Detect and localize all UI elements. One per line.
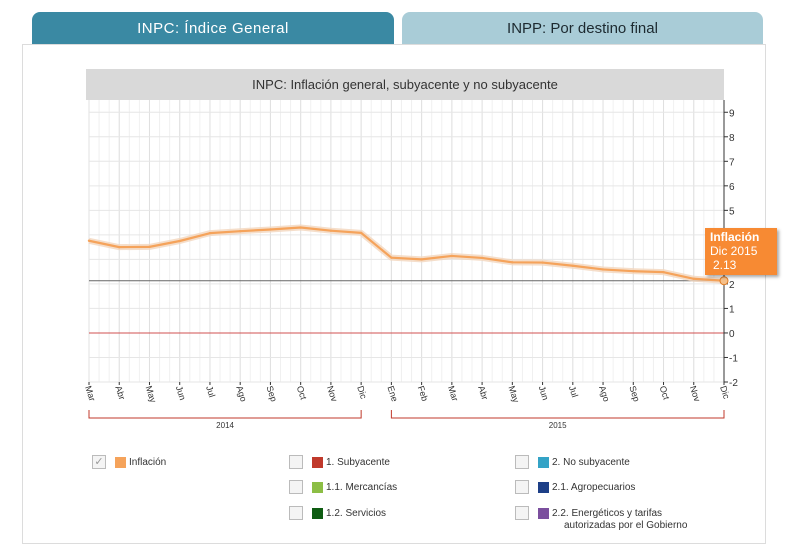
x-tick-label: Jul xyxy=(567,385,580,399)
legend-label-inflacion: Inflación xyxy=(129,457,167,468)
y-tick-label: 8 xyxy=(729,133,735,144)
data-tooltip: Inflación Dic 2015 2.13 xyxy=(705,228,777,275)
legend-label-energeticos: 2.2. Energéticos y tarifas xyxy=(552,508,663,519)
x-tick-label: Abr xyxy=(476,385,490,401)
legend-checkbox-inflacion[interactable]: ✓ xyxy=(92,455,106,469)
x-tick-label: Sep xyxy=(627,385,641,403)
chart-panel xyxy=(22,44,766,544)
legend-checkbox-mercancias[interactable] xyxy=(289,480,303,494)
chart-title: INPC: Inflación general, subyacente y no… xyxy=(86,69,724,100)
y-tick-label: -2 xyxy=(729,378,738,389)
x-tick-label: Jun xyxy=(537,385,551,402)
x-tick-label: Ago xyxy=(234,385,248,403)
x-tick-label: May xyxy=(506,385,521,405)
legend-label-agropecuarios: 2.1. Agropecuarios xyxy=(552,482,636,493)
data-point xyxy=(662,270,665,274)
data-point xyxy=(511,261,514,264)
legend-item-mercancias[interactable]: 1.1. Mercancías xyxy=(289,480,398,494)
legend-label-servicios: 1.2. Servicios xyxy=(326,508,387,519)
y-tick-label: 2 xyxy=(729,280,735,291)
x-tick-label: May xyxy=(144,385,159,405)
x-tick-label: Oct xyxy=(658,385,672,402)
data-point xyxy=(571,264,575,267)
x-tick-label: Dic xyxy=(355,385,369,401)
tooltip-date: Dic 2015 xyxy=(710,244,758,258)
x-tick-label: Oct xyxy=(295,385,309,402)
legend-swatch-no-subyacente xyxy=(538,457,549,468)
data-point xyxy=(480,256,484,260)
data-point xyxy=(450,254,454,258)
data-point xyxy=(148,245,151,249)
series-line-glow xyxy=(88,224,725,284)
legend-label-subyacente: 1. Subyacente xyxy=(326,457,390,468)
legend-label-no-subyacente: 2. No subyacente xyxy=(552,457,630,468)
data-point xyxy=(541,261,544,264)
y-tick-label: 7 xyxy=(729,157,735,168)
y-tick-label: 0 xyxy=(729,329,735,340)
data-point xyxy=(299,226,302,229)
data-point xyxy=(601,268,605,271)
legend-swatch-subyacente xyxy=(312,457,323,468)
legend-item-agropecuarios[interactable]: 2.1. Agropecuarios xyxy=(515,480,636,494)
legend-checkbox-energeticos[interactable] xyxy=(515,506,529,520)
legend-item-servicios[interactable]: 1.2. Servicios xyxy=(289,506,387,520)
legend-item-energeticos[interactable]: 2.2. Energéticos y tarifas autorizadas p… xyxy=(515,506,688,532)
y-tick-label: 5 xyxy=(729,206,735,217)
legend-checkbox-no-subyacente[interactable] xyxy=(515,455,529,469)
x-tick-label: Jul xyxy=(204,385,217,399)
x-tick-label: Ene xyxy=(385,385,399,403)
tooltip-title: Inflación xyxy=(710,230,760,244)
x-tick-label: Mar xyxy=(83,385,97,403)
data-point xyxy=(359,231,363,235)
legend-swatch-inflacion xyxy=(115,457,126,468)
legend-item-inflacion[interactable]: ✓ Inflación xyxy=(92,455,167,469)
legend-swatch-mercancias xyxy=(312,482,323,493)
data-point xyxy=(390,256,393,259)
y-tick-label: 6 xyxy=(729,182,735,193)
x-tick-label: Nov xyxy=(325,385,340,404)
series-line xyxy=(88,226,725,282)
data-point xyxy=(692,277,695,280)
legend-swatch-servicios xyxy=(312,508,323,519)
data-point xyxy=(118,245,121,249)
year-bracket xyxy=(88,410,362,419)
x-tick-label: Ago xyxy=(597,385,611,403)
legend-label-energeticos-line2: autorizadas por el Gobierno xyxy=(564,520,688,531)
highlighted-point xyxy=(719,276,729,286)
data-point xyxy=(329,229,333,232)
x-tick-label: Sep xyxy=(265,385,279,403)
tooltip-value: 2.13 xyxy=(713,258,737,272)
data-point xyxy=(178,239,181,243)
legend-checkbox-servicios[interactable] xyxy=(289,506,303,520)
legend-swatch-energeticos xyxy=(538,508,549,519)
data-point xyxy=(269,228,272,231)
x-tick-label: Abr xyxy=(113,385,127,401)
year-label: 2014 xyxy=(216,421,234,430)
data-point xyxy=(632,269,635,273)
legend-label-mercancias: 1.1. Mercancías xyxy=(326,482,398,493)
year-bracket xyxy=(390,410,725,419)
tab-inpp-destino-final[interactable]: INPP: Por destino final xyxy=(402,12,763,44)
y-tick-label: 9 xyxy=(729,108,735,119)
tab-inpc-general[interactable]: INPC: Índice General xyxy=(32,12,394,44)
x-tick-label: Mar xyxy=(446,385,460,403)
data-point xyxy=(420,258,423,261)
legend-checkbox-subyacente[interactable] xyxy=(289,455,303,469)
x-tick-label: Dic xyxy=(718,385,732,401)
y-tick-label: 1 xyxy=(729,304,735,315)
y-tick-label: -1 xyxy=(729,353,738,364)
data-point xyxy=(238,229,242,233)
x-tick-label: Feb xyxy=(416,385,430,403)
legend-checkbox-agropecuarios[interactable] xyxy=(515,480,529,494)
year-label: 2015 xyxy=(549,421,567,430)
data-point xyxy=(87,239,91,242)
data-point xyxy=(208,231,212,235)
legend-item-subyacente[interactable]: 1. Subyacente xyxy=(289,455,390,469)
x-tick-label: Nov xyxy=(688,385,703,404)
legend-swatch-agropecuarios xyxy=(538,482,549,493)
legend-item-no-subyacente[interactable]: 2. No subyacente xyxy=(515,455,630,469)
x-tick-label: Jun xyxy=(174,385,188,402)
